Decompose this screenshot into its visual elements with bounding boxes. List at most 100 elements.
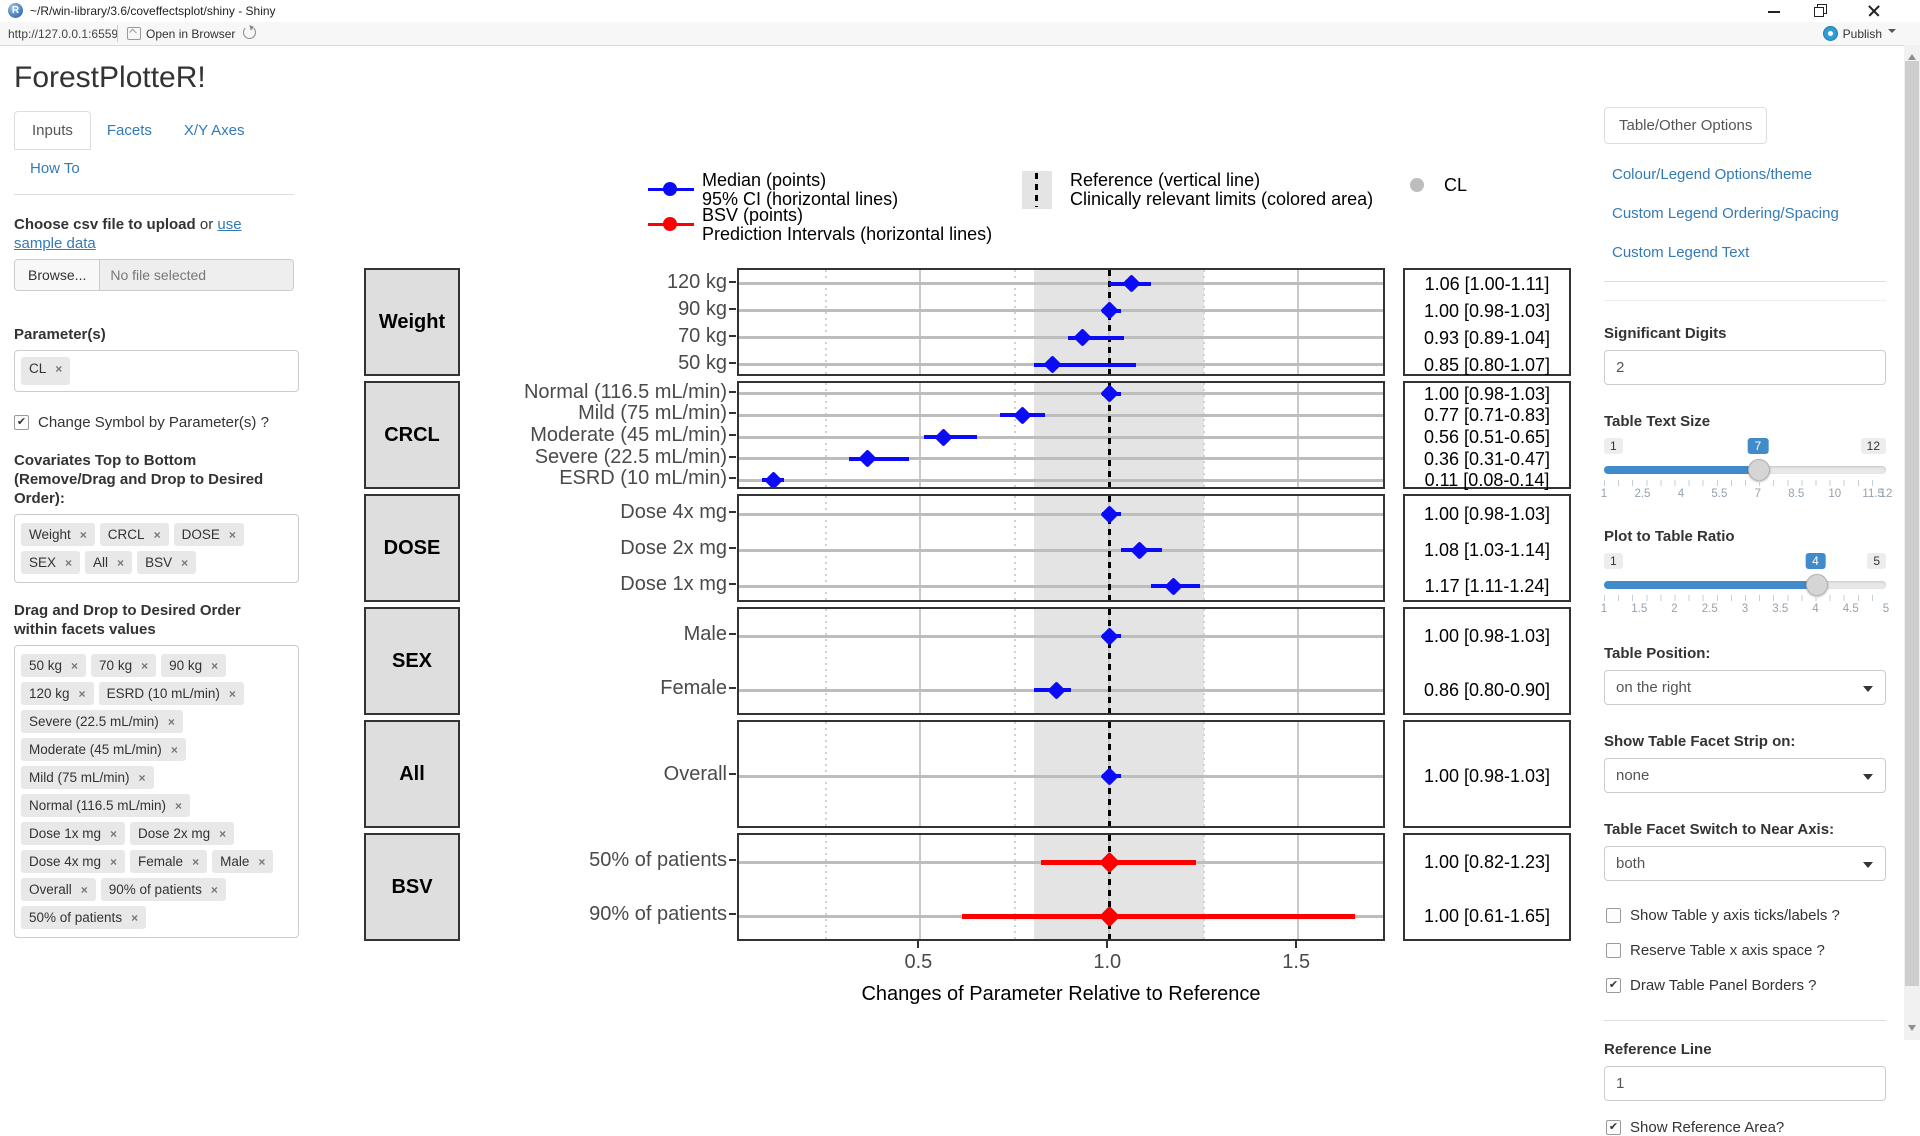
option-checkbox-row[interactable]: Show Table y axis ticks/labels ? <box>1604 907 1886 924</box>
tab-inputs[interactable]: Inputs <box>14 111 91 150</box>
use-sample-data-link[interactable]: use sample data <box>14 216 242 252</box>
tag-remove-icon[interactable]: × <box>55 362 63 376</box>
browse-button[interactable]: Browse... <box>14 259 101 291</box>
change-symbol-checkbox[interactable] <box>14 415 29 430</box>
tag-item[interactable]: 90% of patients × <box>100 878 226 901</box>
checkbox[interactable] <box>1606 908 1621 923</box>
tab-how-to[interactable]: How To <box>30 160 80 177</box>
tag-item[interactable]: Overall × <box>21 878 96 901</box>
open-in-browser-icon[interactable] <box>127 27 141 40</box>
tag-remove-icon[interactable]: × <box>117 556 125 570</box>
tag-remove-icon[interactable]: × <box>181 556 189 570</box>
data-point <box>1100 766 1119 786</box>
scroll-down-icon[interactable] <box>1908 1025 1916 1035</box>
tag-remove-icon[interactable]: × <box>192 855 200 869</box>
major-gridline <box>1108 383 1111 487</box>
significant-digits-input[interactable]: 2 <box>1604 350 1886 385</box>
tag-remove-icon[interactable]: × <box>167 715 175 729</box>
maximize-button[interactable] <box>1796 0 1840 22</box>
tag-remove-icon[interactable]: × <box>210 883 218 897</box>
tag-item[interactable]: 70 kg × <box>91 654 157 677</box>
open-in-browser-button[interactable]: Open in Browser <box>146 27 236 41</box>
slider-handle[interactable] <box>1805 574 1828 596</box>
tag-item[interactable]: BSV × <box>137 551 197 574</box>
tag-item[interactable]: Severe (22.5 mL/min) × <box>21 710 183 733</box>
tag-remove-icon[interactable]: × <box>228 687 236 701</box>
tag-remove-icon[interactable]: × <box>131 911 139 925</box>
tag-item[interactable]: Dose 4x mg × <box>21 850 126 873</box>
tag-remove-icon[interactable]: × <box>110 855 118 869</box>
option-checkbox-row[interactable]: Draw Table Panel Borders ? <box>1604 977 1886 994</box>
tag-item[interactable]: 120 kg × <box>21 682 94 705</box>
tag-item[interactable]: SEX × <box>21 551 81 574</box>
tag-item[interactable]: Weight × <box>21 523 95 546</box>
slider-value-label: 7 <box>1747 438 1769 454</box>
facet-values-select[interactable]: 50 kg × 70 kg × 90 kg × 120 kg × ESRD (10 mL/min… <box>14 645 299 938</box>
tab-table-other-options[interactable]: Table/Other Options <box>1604 107 1768 144</box>
tag-remove-icon[interactable]: × <box>258 855 266 869</box>
tag-remove-icon[interactable]: × <box>71 659 79 673</box>
table-text-size-slider[interactable]: 1 12 7 1 2.5 4 5.5 7 8.5 10 11.5 12 <box>1600 438 1893 500</box>
tag-remove-icon[interactable]: × <box>79 528 87 542</box>
major-gridline <box>919 609 922 713</box>
tag-remove-icon[interactable]: × <box>65 556 73 570</box>
parameters-select[interactable]: CL × <box>14 350 299 392</box>
tag-item[interactable]: All × <box>85 551 133 574</box>
tag-remove-icon[interactable]: × <box>80 883 88 897</box>
publish-button[interactable]: Publish <box>1822 26 1896 41</box>
tag-item[interactable]: Female × <box>130 850 208 873</box>
refresh-icon[interactable] <box>243 26 256 39</box>
tag-item[interactable]: ESRD (10 mL/min) × <box>98 682 244 705</box>
y-axis-tick <box>729 583 736 585</box>
tag-remove-icon[interactable]: × <box>211 659 219 673</box>
tab-facets[interactable]: Facets <box>106 122 152 139</box>
show-reference-area-row[interactable]: Show Reference Area? <box>1604 1119 1886 1136</box>
plot-to-table-ratio-label: Plot to Table Ratio <box>1604 528 1735 545</box>
tag-item[interactable]: CRCL × <box>99 523 169 546</box>
tag-remove-icon[interactable]: × <box>141 659 149 673</box>
tag-item[interactable]: 90 kg × <box>161 654 227 677</box>
covariates-select[interactable]: Weight × CRCL × DOSE × SEX × All × BSV × <box>14 514 299 583</box>
minimize-button[interactable] <box>1752 0 1796 22</box>
tag-item[interactable]: Dose 2x mg × <box>130 822 235 845</box>
link-custom-legend-ordering[interactable]: Custom Legend Ordering/Spacing <box>1612 205 1839 222</box>
tag-item[interactable]: 50 kg × <box>21 654 87 677</box>
vertical-scrollbar[interactable] <box>1904 45 1920 1040</box>
slider-handle[interactable] <box>1747 459 1770 481</box>
scroll-up-icon[interactable] <box>1908 50 1916 60</box>
options-divider-1 <box>1604 281 1886 282</box>
tab-xy-axes[interactable]: X/Y Axes <box>183 122 245 139</box>
reference-line-input[interactable]: 1 <box>1604 1066 1886 1101</box>
tag-item[interactable]: Moderate (45 mL/min) × <box>21 738 186 761</box>
change-symbol-checkbox-row[interactable]: Change Symbol by Parameter(s) ? <box>14 414 294 431</box>
tag-item[interactable]: Male × <box>212 850 274 873</box>
tag-item[interactable]: Dose 1x mg × <box>21 822 126 845</box>
tag-item[interactable]: CL × <box>21 357 71 385</box>
tag-remove-icon[interactable]: × <box>219 827 227 841</box>
facet-switch-select[interactable]: both <box>1604 846 1886 881</box>
plot-to-table-ratio-slider[interactable]: 1 5 4 1 1.5 2 2.5 3 3.5 4 4.5 5 <box>1600 553 1890 615</box>
facet-strip-select[interactable]: none <box>1604 758 1886 793</box>
link-colour-legend-options[interactable]: Colour/Legend Options/theme <box>1612 166 1813 183</box>
option-checkbox-row[interactable]: Reserve Table x axis space ? <box>1604 942 1886 959</box>
tag-remove-icon[interactable]: × <box>170 743 178 757</box>
tag-remove-icon[interactable]: × <box>110 827 118 841</box>
checkbox[interactable] <box>1606 978 1621 993</box>
table-position-select[interactable]: on the right <box>1604 670 1886 705</box>
show-reference-area-checkbox[interactable] <box>1606 1120 1621 1135</box>
y-axis-label: Male <box>683 623 727 645</box>
close-button[interactable] <box>1852 0 1896 22</box>
scrollbar-thumb[interactable] <box>1905 61 1919 986</box>
tag-remove-icon[interactable]: × <box>138 771 146 785</box>
tag-remove-icon[interactable]: × <box>228 528 236 542</box>
tag-remove-icon[interactable]: × <box>153 528 161 542</box>
tag-item[interactable]: DOSE × <box>173 523 244 546</box>
tag-item[interactable]: Normal (116.5 mL/min) × <box>21 794 191 817</box>
tag-item[interactable]: Mild (75 mL/min) × <box>21 766 154 789</box>
tag-remove-icon[interactable]: × <box>78 687 86 701</box>
tag-remove-icon[interactable]: × <box>175 799 183 813</box>
checkbox[interactable] <box>1606 943 1621 958</box>
options-divider-3 <box>1604 1020 1886 1021</box>
link-custom-legend-text[interactable]: Custom Legend Text <box>1612 244 1750 261</box>
tag-item[interactable]: 50% of patients × <box>21 906 147 929</box>
